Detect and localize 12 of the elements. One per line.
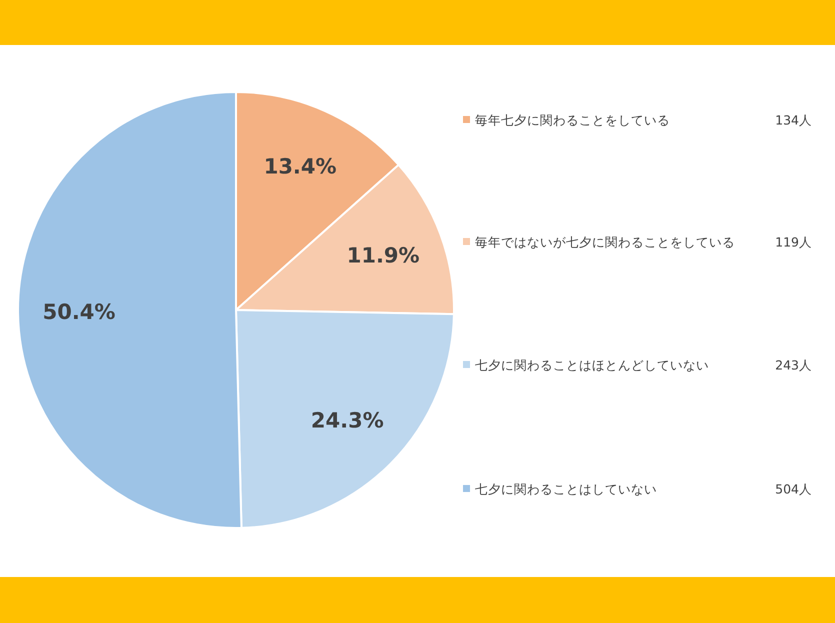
legend-label: 毎年七夕に関わることをしている	[475, 112, 670, 128]
text: 504人	[775, 482, 812, 496]
text: 134人	[775, 112, 812, 128]
data-label: 11.9%	[346, 243, 420, 268]
data-label: 13.4%	[264, 154, 337, 179]
data-label: 24.3%	[310, 408, 384, 433]
legend-label: 七夕に関わることはしていない	[475, 482, 657, 496]
data-label: 50.4%	[42, 300, 116, 324]
legend-label: 七夕に関わることはほとんどしていない	[475, 358, 709, 372]
text: 243人	[775, 358, 812, 372]
legend-label: 毎年ではないが七夕に関わることをしている	[475, 234, 735, 250]
text: 119人	[775, 234, 812, 250]
